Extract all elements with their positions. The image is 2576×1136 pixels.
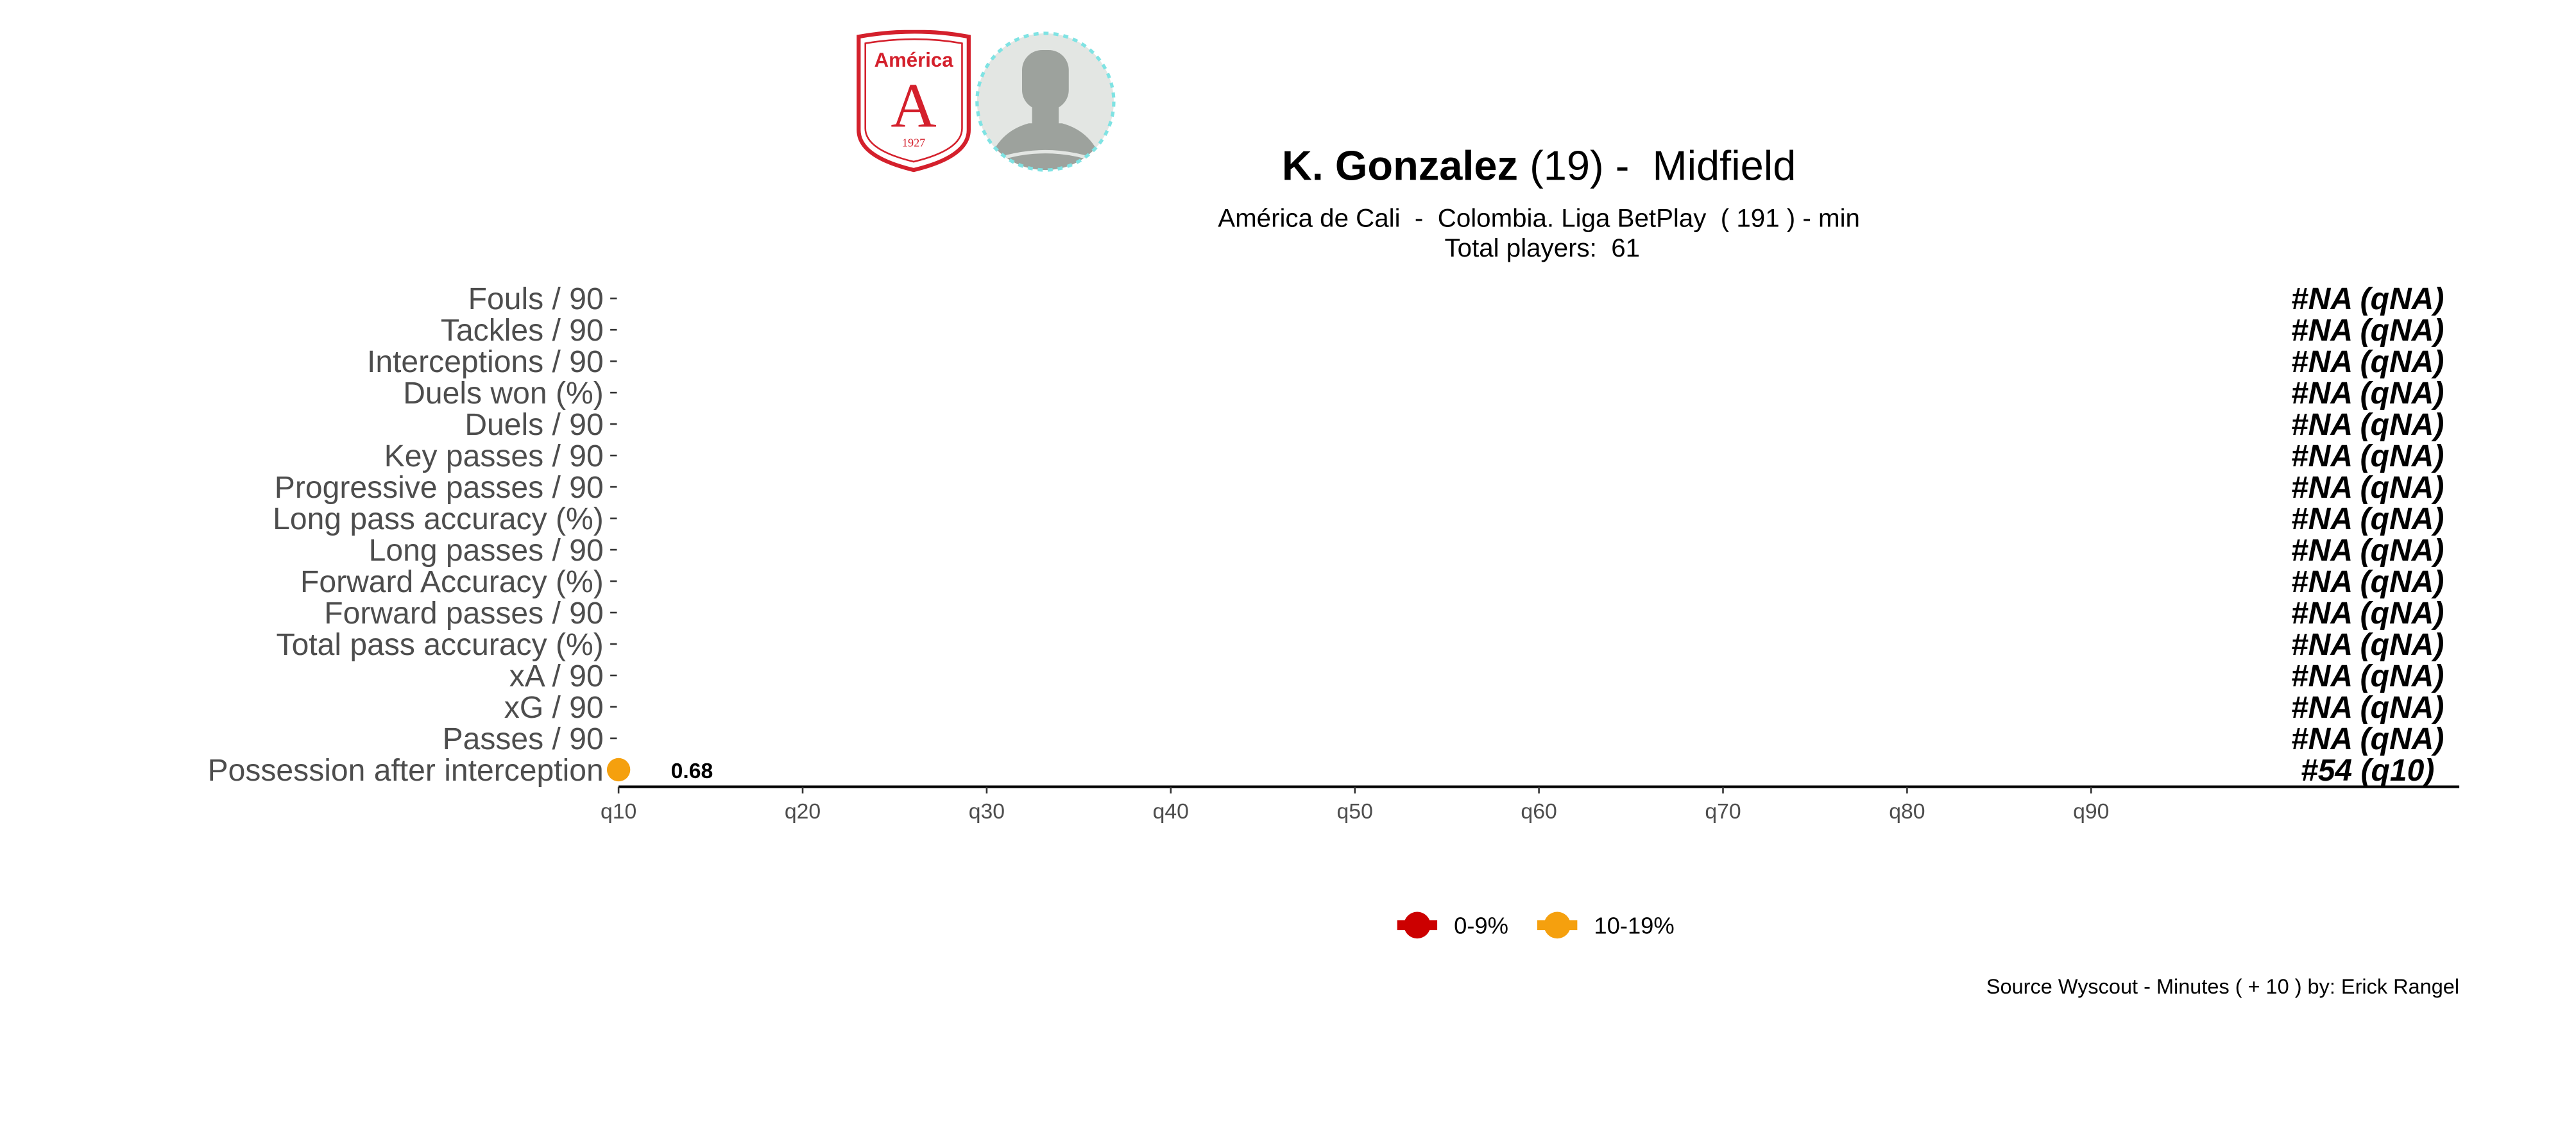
- category-label: Long pass accuracy (%): [273, 502, 604, 536]
- rank-label: #NA (qNA): [2291, 470, 2444, 505]
- legend-key-dot: [1404, 911, 1431, 939]
- category-label: Possession after interception: [208, 753, 604, 788]
- x-tick-label: q90: [2073, 799, 2109, 824]
- legend-key-dot: [1544, 911, 1571, 939]
- player-age: (19): [1530, 143, 1604, 191]
- crest-top-text: América: [874, 49, 954, 71]
- rank-label: #NA (qNA): [2291, 282, 2444, 316]
- total-players: Total players: 61: [1444, 235, 1641, 264]
- legend-label: 10-19%: [1594, 911, 1675, 939]
- data-points: 0.68: [606, 758, 713, 783]
- x-tick-label: q80: [1889, 799, 1925, 824]
- source-caption: Source Wyscout - Minutes ( + 10 ) by: Er…: [1986, 975, 2460, 999]
- x-tick-label: q40: [1153, 799, 1189, 824]
- header-logos: América A 1927: [855, 30, 1122, 180]
- rank-label: #NA (qNA): [2291, 439, 2444, 473]
- category-label: Long passes / 90: [369, 533, 604, 568]
- chart-subtitle: América de Cali - Colombia. Liga BetPlay…: [1218, 205, 1860, 233]
- rank-label: #NA (qNA): [2291, 564, 2444, 599]
- category-label: Key passes / 90: [384, 439, 604, 473]
- x-tick-label: q10: [601, 799, 636, 824]
- crest-letter: A: [891, 71, 936, 141]
- category-label: xG / 90: [504, 690, 604, 725]
- legend-key-icon: [1537, 910, 1578, 940]
- point-value-label: 0.68: [671, 759, 713, 783]
- category-label: Duels / 90: [465, 407, 603, 442]
- x-tick-label: q60: [1521, 799, 1557, 824]
- category-label: Progressive passes / 90: [275, 470, 604, 505]
- rank-labels: #NA (qNA)#NA (qNA)#NA (qNA)#NA (qNA)#NA …: [2291, 282, 2444, 788]
- rank-label: #NA (qNA): [2291, 313, 2444, 348]
- category-label: Passes / 90: [443, 722, 604, 756]
- player-position: Midfield: [1652, 143, 1796, 191]
- rank-label: #NA (qNA): [2291, 722, 2444, 756]
- category-label: Fouls / 90: [468, 282, 604, 316]
- category-label: xA / 90: [509, 659, 604, 693]
- rank-label: #NA (qNA): [2291, 502, 2444, 536]
- category-label: Forward passes / 90: [324, 596, 603, 631]
- player-name: K. Gonzalez: [1281, 143, 1519, 191]
- legend-item: 0-9%: [1397, 910, 1508, 940]
- rank-label: #NA (qNA): [2291, 659, 2444, 693]
- category-label: Duels won (%): [403, 376, 604, 411]
- legend-key-icon: [1397, 910, 1438, 940]
- rank-label: #NA (qNA): [2291, 690, 2444, 725]
- crest-year: 1927: [902, 137, 925, 149]
- rank-label: #NA (qNA): [2291, 596, 2444, 631]
- rank-label: #54 (q10): [2301, 753, 2434, 788]
- legend-label: 0-9%: [1454, 911, 1509, 939]
- category-label: Tackles / 90: [441, 313, 604, 348]
- category-label: Forward Accuracy (%): [300, 564, 604, 599]
- x-axis: q10 q20 q30 q40 q50 q60 q70 q80 q90: [601, 785, 2460, 824]
- title-separator: -: [1603, 143, 1653, 191]
- category-label: Interceptions / 90: [367, 344, 604, 379]
- x-tick-label: q50: [1337, 799, 1373, 824]
- rank-label: #NA (qNA): [2291, 407, 2444, 442]
- chart-title: K. Gonzalez (19) - Midfield: [1282, 143, 1796, 191]
- rank-label: #NA (qNA): [2291, 376, 2444, 411]
- data-point: [606, 758, 631, 782]
- x-tick-label: q70: [1705, 799, 1741, 824]
- x-tick-label: q20: [785, 799, 821, 824]
- rank-label: #NA (qNA): [2291, 627, 2444, 662]
- rank-label: #NA (qNA): [2291, 533, 2444, 568]
- player-silhouette-icon: [975, 31, 1116, 172]
- category-label: Total pass accuracy (%): [277, 627, 604, 662]
- legend-item: 10-19%: [1537, 910, 1675, 940]
- x-tick-label: q30: [969, 799, 1005, 824]
- rank-label: #NA (qNA): [2291, 344, 2444, 379]
- america-de-cali-crest-icon: América A 1927: [857, 30, 971, 173]
- logos-svg: América A 1927: [857, 30, 1116, 173]
